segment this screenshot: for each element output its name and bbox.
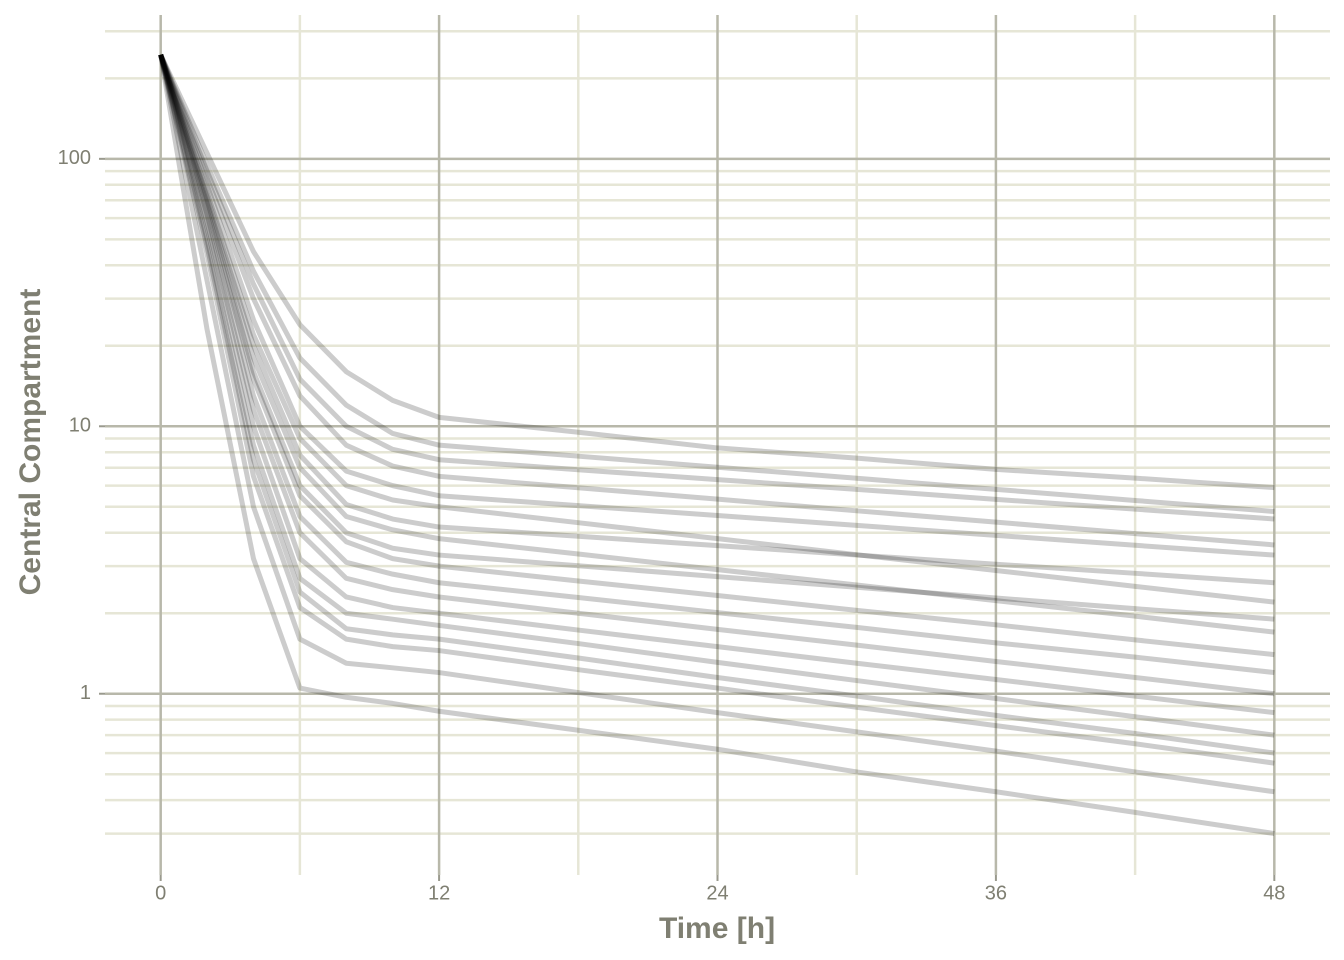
y-tick-label: 10 bbox=[69, 415, 91, 437]
y-tick-label: 1 bbox=[80, 682, 91, 704]
series-line bbox=[158, 54, 1275, 795]
series-line bbox=[158, 54, 1275, 837]
grid bbox=[105, 15, 1330, 875]
x-tick-label: 12 bbox=[428, 882, 450, 904]
series-line bbox=[158, 54, 1275, 738]
series-line bbox=[158, 54, 1275, 697]
series-line bbox=[158, 53, 1275, 491]
x-tick-label: 48 bbox=[1263, 882, 1285, 904]
series-line bbox=[158, 54, 1275, 676]
lines bbox=[158, 53, 1275, 837]
x-tick-label: 36 bbox=[985, 882, 1007, 904]
series-line bbox=[158, 53, 1275, 548]
series-line bbox=[158, 53, 1275, 605]
series-line bbox=[158, 54, 1275, 622]
series-line bbox=[158, 53, 1275, 515]
series-line bbox=[158, 53, 1275, 558]
series-line bbox=[158, 54, 1275, 766]
series-line bbox=[158, 54, 1275, 658]
x-axis-title: Time [h] bbox=[659, 912, 775, 945]
series-line bbox=[158, 53, 1275, 522]
x-tick-label: 24 bbox=[706, 882, 728, 904]
series-line bbox=[158, 54, 1275, 635]
y-tick-label: 100 bbox=[58, 147, 91, 169]
x-tick-label: 0 bbox=[155, 882, 166, 904]
series-line bbox=[158, 54, 1275, 716]
series-line bbox=[158, 54, 1275, 756]
series-line bbox=[158, 53, 1275, 586]
axes: 1 10 100 0 12 24 36 48 bbox=[58, 147, 1286, 904]
y-axis-title: Central Compartment bbox=[14, 289, 47, 596]
